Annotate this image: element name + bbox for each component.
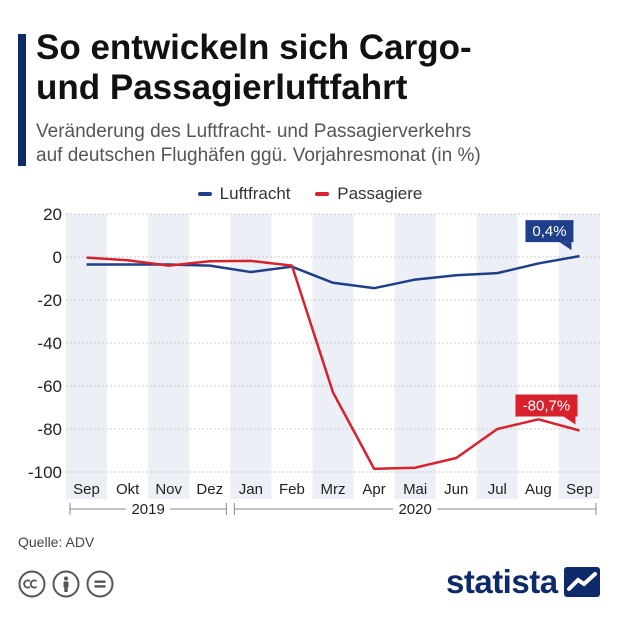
title-line-1: So entwickeln sich Cargo- [36,28,472,67]
year-group-label: 2020 [398,501,431,518]
x-tick-label: Okt [116,481,140,498]
page-title: So entwickeln sich Cargo- und Passagierl… [36,28,596,108]
statista-logo-icon [563,567,600,597]
attribution-icon[interactable] [52,570,80,598]
series-line-passagiere [86,256,580,471]
column-band [66,214,108,499]
page-subtitle: Veränderung des Luftfracht- und Passagie… [36,120,596,168]
subtitle-line-2: auf deutschen Flughäfen ggü. Vorjahresmo… [36,145,481,166]
y-tick-label: -80 [37,420,62,439]
column-band [558,214,600,499]
title-accent-bar [18,34,26,166]
brand-name: statista [446,563,558,600]
legend-label-passagiere: Passagiere [337,184,423,203]
no-derivatives-icon[interactable] [86,570,114,598]
end-label-box [515,394,578,417]
year-group-label: 2019 [131,501,164,518]
column-band [312,214,354,499]
legend-swatch-luftfracht [197,192,212,196]
end-label-box [525,220,574,243]
x-tick-label: Sep [566,481,593,498]
end-label-pointer [563,416,576,425]
y-tick-label: -20 [37,291,62,310]
y-tick-label: 20 [43,205,62,224]
chart-legend: Luftfracht Passagiere [0,181,620,204]
x-tick-label: Dez [196,481,223,498]
title-line-2: und Passagierluftfahrt [36,68,408,107]
legend-item-luftfracht: Luftfracht [197,184,291,204]
statista-brand[interactable]: statista [446,563,600,601]
column-band [148,214,190,499]
x-tick-label: Apr [362,481,385,498]
end-label-text: -80,7% [523,398,571,415]
y-tick-label: -60 [37,377,62,396]
x-tick-label: Aug [525,481,552,498]
legend-label-luftfracht: Luftfracht [219,184,291,203]
x-tick-label: Mrz [321,481,346,498]
x-tick-label: Mai [403,481,427,498]
y-tick-label: 0 [53,248,62,267]
legend-swatch-passagiere [315,192,330,196]
end-label-text: 0,4% [532,223,566,240]
license-icons [18,570,114,598]
column-band [394,214,436,499]
end-label-pointer [559,242,572,251]
subtitle-line-1: Veränderung des Luftfracht- und Passagie… [36,121,472,142]
x-tick-label: Jan [239,481,263,498]
x-tick-label: Jun [444,481,468,498]
x-tick-label: Nov [155,481,182,498]
source-note: Quelle: ADV [18,534,95,550]
legend-item-passagiere: Passagiere [315,184,422,204]
cc-icon[interactable] [18,570,46,598]
x-tick-label: Jul [488,481,507,498]
x-tick-label: Sep [73,481,100,498]
x-tick-label: Feb [279,481,305,498]
y-tick-label: -40 [37,334,62,353]
column-band [476,214,518,499]
y-tick-label: -100 [28,463,62,482]
